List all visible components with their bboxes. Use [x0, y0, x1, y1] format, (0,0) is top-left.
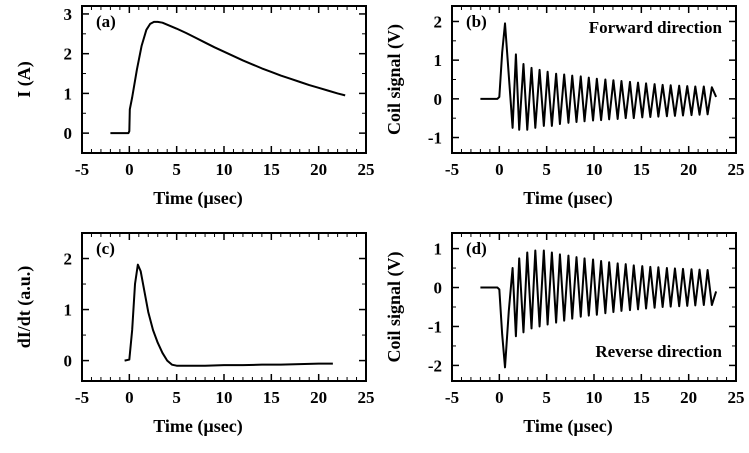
y-tick-label: -2 — [428, 356, 442, 375]
y-tick-label: 0 — [64, 352, 73, 371]
y-tick-label: 0 — [434, 90, 443, 109]
x-tick-label: 20 — [680, 388, 697, 407]
x-tick-label: 20 — [310, 388, 327, 407]
x-tick-label: -5 — [445, 388, 459, 407]
x-axis-title: Time (µsec) — [153, 188, 243, 209]
panel-tag: (c) — [96, 239, 115, 258]
y-tick-label: 2 — [434, 12, 443, 31]
x-tick-label: 15 — [263, 388, 280, 407]
plot-frame — [81, 232, 367, 382]
x-tick-label: 0 — [125, 160, 134, 179]
y-tick-label: 2 — [64, 45, 73, 64]
x-tick-label: -5 — [445, 160, 459, 179]
series-line — [124, 263, 333, 367]
x-axis-title: Time (µsec) — [523, 416, 613, 437]
y-axis-title: Coil signal (V) — [384, 251, 405, 362]
y-tick-label: 3 — [64, 5, 73, 24]
series-line — [480, 22, 718, 131]
x-tick-label: 5 — [172, 388, 181, 407]
panel-tag: (b) — [466, 12, 487, 31]
x-tick-label: -5 — [75, 160, 89, 179]
y-tick-label: 0 — [434, 279, 443, 298]
x-tick-label: 0 — [495, 160, 504, 179]
x-tick-label: -5 — [75, 388, 89, 407]
x-tick-label: 10 — [216, 160, 233, 179]
x-tick-label: 5 — [542, 160, 551, 179]
plot-frame — [81, 5, 367, 154]
x-tick-label: 0 — [125, 388, 134, 407]
panel-d: -5 0 5 10 15 20 25 -2 -1 0 1 Time (µsec) Coil signal… — [384, 232, 745, 437]
y-tick-label: 1 — [64, 301, 73, 320]
y-tick-label: 0 — [64, 124, 73, 143]
y-axis-title: dI/dt (a.u.) — [14, 266, 35, 349]
y-tick-label: 2 — [64, 250, 73, 269]
x-tick-label: 15 — [263, 160, 280, 179]
direction-annotation: Forward direction — [589, 18, 723, 37]
series-line — [480, 249, 718, 369]
x-tick-label: 10 — [586, 160, 603, 179]
y-tick-label: 1 — [434, 240, 443, 259]
panel-tag: (a) — [96, 12, 116, 31]
y-tick-label: 1 — [64, 84, 73, 103]
x-tick-label: 20 — [310, 160, 327, 179]
series-line — [110, 20, 346, 135]
x-tick-label: 5 — [172, 160, 181, 179]
y-tick-label: -1 — [428, 317, 442, 336]
x-tick-label: 15 — [633, 160, 650, 179]
x-axis-title: Time (µsec) — [153, 416, 243, 437]
y-tick-label: -1 — [428, 129, 442, 148]
x-tick-label: 15 — [633, 388, 650, 407]
x-tick-label: 20 — [680, 160, 697, 179]
y-axis-title: Coil signal (V) — [384, 24, 405, 135]
x-axis-title: Time (µsec) — [523, 188, 613, 209]
y-axis-title: I (A) — [14, 61, 35, 98]
direction-annotation: Reverse direction — [595, 342, 722, 361]
x-tick-label: 0 — [495, 388, 504, 407]
x-tick-label: 25 — [358, 160, 375, 179]
x-tick-label: 10 — [216, 388, 233, 407]
y-tick-label: 1 — [434, 51, 443, 70]
x-tick-label: 25 — [358, 388, 375, 407]
panel-tag: (d) — [466, 239, 487, 258]
x-tick-label: 25 — [728, 160, 745, 179]
x-tick-label: 10 — [586, 388, 603, 407]
x-tick-label: 25 — [728, 388, 745, 407]
x-tick-label: 5 — [542, 388, 551, 407]
panel-b: -5 0 5 10 15 20 25 -1 0 1 2 Time (µsec) Coil signal … — [384, 5, 745, 209]
